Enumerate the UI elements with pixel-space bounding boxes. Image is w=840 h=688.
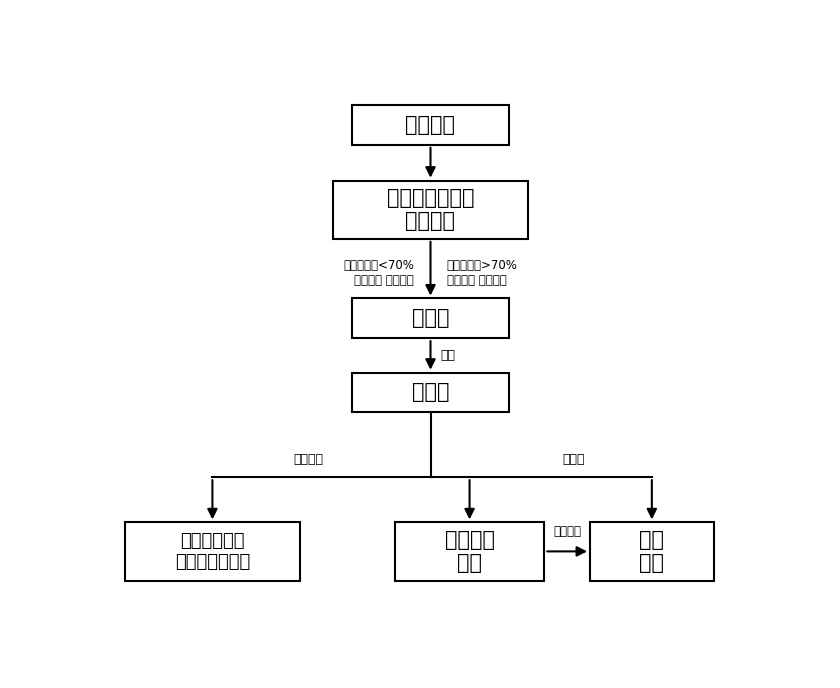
Text: 锂电池电量<70%
电池储能 辅助供电: 锂电池电量<70% 电池储能 辅助供电 — [344, 259, 414, 288]
Text: 非供暖季: 非供暖季 — [293, 453, 323, 466]
Text: 锂电池电量>70%
余能存储 过充保护: 锂电池电量>70% 余能存储 过充保护 — [447, 259, 517, 288]
FancyBboxPatch shape — [333, 180, 528, 239]
Text: 温差与叶轮互补
发电系统: 温差与叶轮互补 发电系统 — [386, 188, 475, 231]
Text: 单片机: 单片机 — [412, 383, 449, 402]
FancyBboxPatch shape — [353, 373, 509, 412]
FancyBboxPatch shape — [353, 299, 509, 338]
Text: 供电: 供电 — [440, 349, 455, 362]
FancyBboxPatch shape — [124, 522, 301, 581]
Text: 传输数据: 传输数据 — [554, 525, 581, 538]
FancyBboxPatch shape — [590, 522, 714, 581]
Text: 热量计量
系统: 热量计量 系统 — [444, 530, 495, 573]
Text: 通信
系统: 通信 系统 — [639, 530, 664, 573]
Text: 锂电池: 锂电池 — [412, 308, 449, 328]
FancyBboxPatch shape — [395, 522, 544, 581]
FancyBboxPatch shape — [353, 105, 509, 144]
Text: 供暖季: 供暖季 — [563, 453, 585, 466]
Text: 供暖系统: 供暖系统 — [406, 115, 455, 135]
Text: 保存重要参数
（流量、余额）: 保存重要参数 （流量、余额） — [175, 532, 250, 571]
